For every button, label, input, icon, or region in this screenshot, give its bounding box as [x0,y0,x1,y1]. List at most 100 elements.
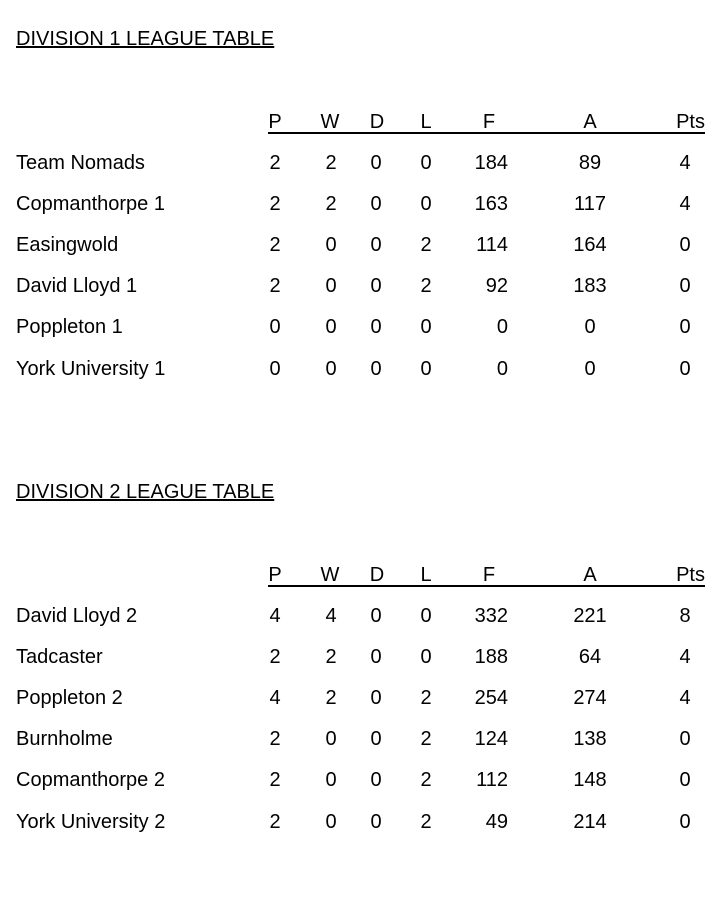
header-underline [268,585,705,587]
stat-f: 49 [485,810,508,833]
stat-pts: 0 [679,357,691,380]
stat-f: 188 [474,646,508,669]
stat-l: 2 [420,275,432,298]
stat-pts: 4 [679,687,691,710]
stat-w: 0 [325,275,337,298]
column-header-d: D [369,111,385,133]
stat-w: 0 [325,769,337,792]
column-header-pts: Pts [676,111,705,133]
stat-l: 0 [420,152,432,174]
stat-p: 2 [269,769,281,792]
stat-d: 0 [370,810,382,833]
stat-d: 0 [370,275,382,298]
column-header-pts: Pts [676,564,705,586]
team-name: Poppleton 1 [16,316,123,339]
stat-a: 0 [584,357,596,380]
stat-pts: 4 [679,193,691,216]
stat-p: 2 [269,810,281,833]
team-name: Poppleton 2 [16,687,123,710]
team-name: Copmanthorpe 2 [16,769,165,792]
column-header-l: L [420,564,432,586]
stat-d: 0 [370,357,382,380]
column-header-f: F [482,111,496,133]
stat-l: 0 [420,316,432,339]
stat-f: 163 [474,193,508,216]
stat-pts: 4 [679,152,691,174]
team-name: David Lloyd 1 [16,275,138,298]
stat-l: 0 [420,193,432,216]
header-underline [268,132,705,134]
column-header-p: P [268,111,282,133]
stat-p: 2 [269,275,281,298]
stat-d: 0 [370,646,382,669]
team-name: York University 1 [16,357,166,380]
stat-d: 0 [370,605,382,627]
stat-d: 0 [370,234,382,257]
column-header-f: F [482,564,496,586]
stat-l: 0 [420,605,432,627]
division-title: DIVISION 2 LEAGUE TABLE [16,481,275,503]
stat-d: 0 [370,316,382,339]
stat-w: 0 [325,728,337,751]
stat-w: 2 [325,687,337,710]
stat-f: 124 [474,728,508,751]
stat-f: 0 [496,316,508,339]
team-name: David Lloyd 2 [16,605,138,627]
stat-f: 332 [474,605,508,627]
stat-f: 114 [476,234,508,257]
stat-d: 0 [370,193,382,216]
column-header-a: A [583,564,597,586]
stat-p: 2 [269,234,281,257]
stat-pts: 8 [679,605,691,627]
stat-p: 2 [269,728,281,751]
stat-p: 4 [269,687,281,710]
stat-l: 2 [420,687,432,710]
column-header-a: A [583,111,597,133]
stat-a: 274 [573,687,607,710]
team-name: Copmanthorpe 1 [16,193,165,216]
stat-l: 2 [420,769,432,792]
stat-w: 2 [325,193,337,216]
stat-l: 2 [420,728,432,751]
stat-pts: 0 [679,728,691,751]
stat-w: 2 [325,646,337,669]
stat-p: 2 [269,646,281,669]
stat-f: 184 [474,152,508,174]
column-header-w: W [320,564,340,586]
stat-pts: 0 [679,769,691,792]
team-name: Burnholme [16,728,113,751]
team-name: Team Nomads [16,152,145,174]
stat-pts: 0 [679,275,691,298]
stat-l: 2 [420,810,432,833]
stat-a: 64 [578,646,602,669]
stat-a: 164 [573,234,607,257]
stat-w: 0 [325,316,337,339]
stat-p: 0 [269,357,281,380]
team-name: Tadcaster [16,646,103,669]
team-name: Easingwold [16,234,119,257]
stat-p: 4 [269,605,281,627]
stat-d: 0 [370,152,382,174]
stat-a: 214 [573,810,607,833]
stat-l: 0 [420,357,432,380]
stat-pts: 0 [679,810,691,833]
stat-p: 2 [269,152,281,174]
stat-a: 221 [573,605,607,627]
team-name: York University 2 [16,810,166,833]
stat-f: 112 [476,769,508,792]
stat-w: 0 [325,234,337,257]
stat-f: 0 [496,357,508,380]
stat-pts: 4 [679,646,691,669]
division-title: DIVISION 1 LEAGUE TABLE [16,28,275,50]
stat-d: 0 [370,687,382,710]
stat-w: 0 [325,357,337,380]
stat-a: 117 [574,193,606,216]
stat-a: 183 [573,275,607,298]
stat-p: 2 [269,193,281,216]
stat-f: 254 [474,687,508,710]
stat-l: 2 [420,234,432,257]
column-header-l: L [420,111,432,133]
stat-pts: 0 [679,234,691,257]
stat-p: 0 [269,316,281,339]
column-header-p: P [268,564,282,586]
